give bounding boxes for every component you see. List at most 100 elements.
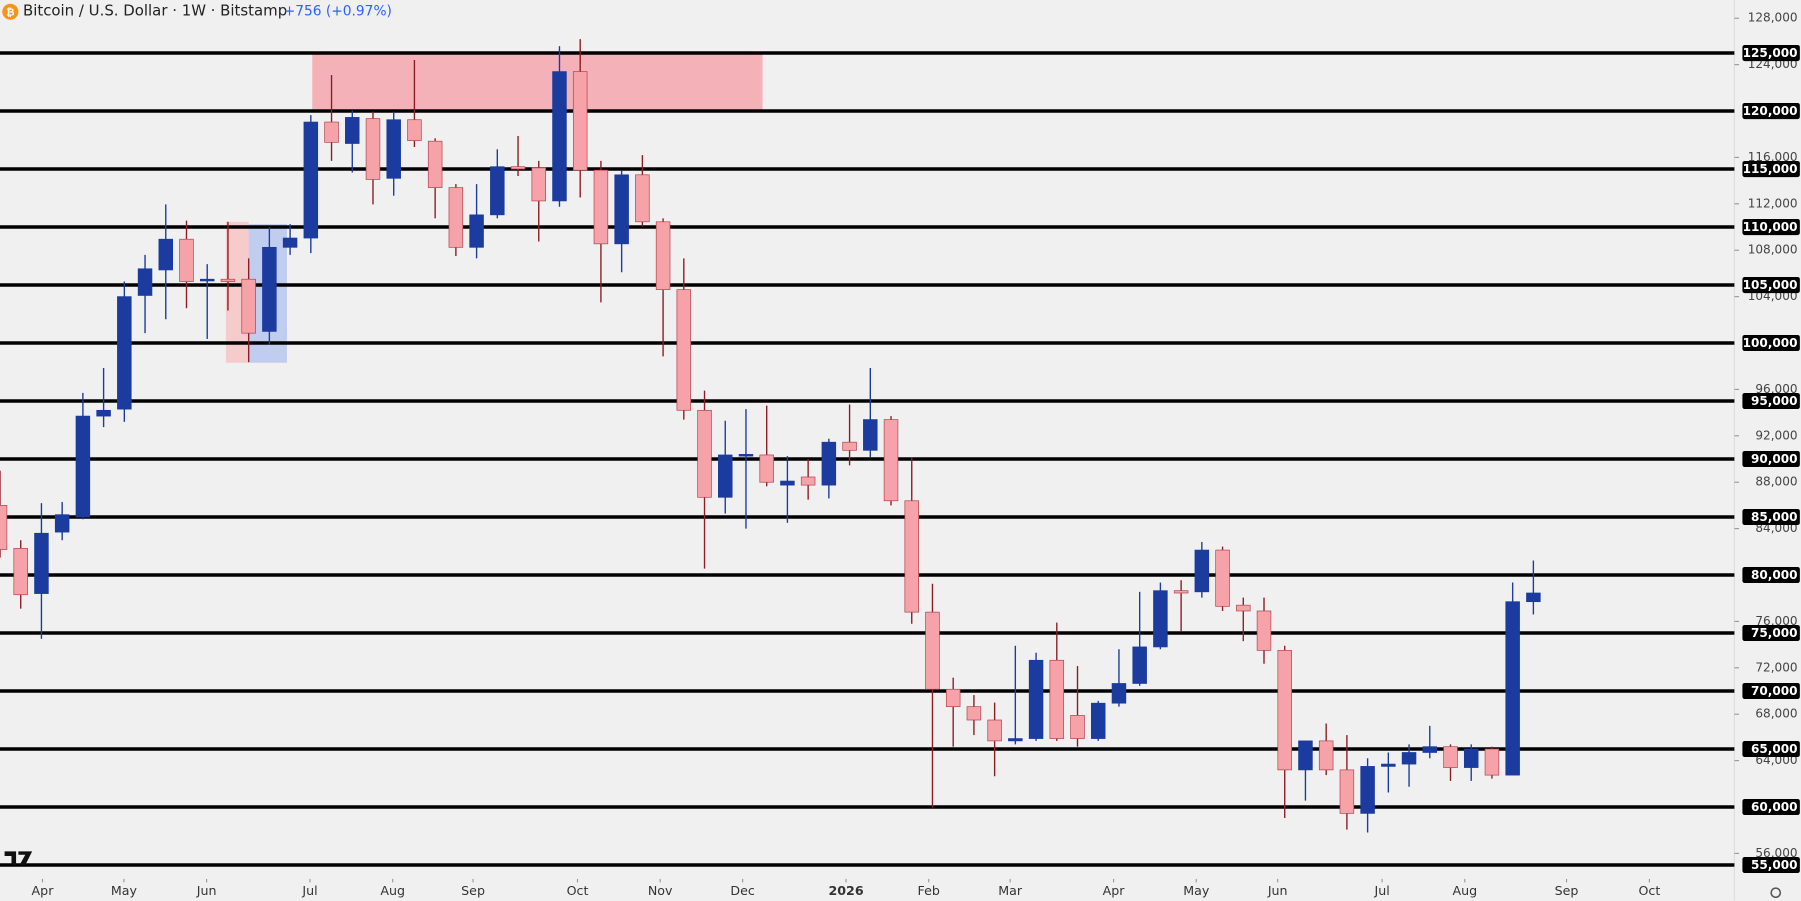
level-label-box <box>1742 566 1800 584</box>
candle-body <box>697 409 712 498</box>
y-tick-label: 128,000 <box>1748 11 1798 25</box>
candle-body <box>1008 738 1023 742</box>
level-label-box <box>1742 276 1800 294</box>
level-label-box <box>1742 218 1800 236</box>
candle-body <box>158 238 174 271</box>
level-label: 90,000 <box>1751 452 1798 466</box>
level-label-box <box>1742 44 1800 62</box>
level-label: 95,000 <box>1751 394 1798 408</box>
x-tick-label: Jul <box>301 883 317 898</box>
candle-body <box>1215 549 1230 607</box>
candle-body <box>262 246 277 332</box>
price-change: +756 (+0.97%) <box>284 4 392 20</box>
candle-body <box>1194 549 1210 593</box>
candle-body <box>345 117 360 144</box>
level-label: 125,000 <box>1743 46 1798 60</box>
zone <box>312 53 763 112</box>
candle-body <box>552 71 567 202</box>
candle-body <box>282 237 298 248</box>
candle-body <box>75 415 91 518</box>
level-label-box <box>1742 508 1800 526</box>
candle-body <box>0 505 8 550</box>
candle-body <box>780 480 795 486</box>
x-tick-label: Jun <box>196 883 217 898</box>
candle-body <box>13 547 28 596</box>
level-label: 55,000 <box>1751 858 1798 872</box>
candle-body <box>179 238 194 282</box>
candle-body <box>137 268 153 296</box>
candle-body <box>1049 659 1065 739</box>
y-tick-label: 108,000 <box>1748 243 1798 257</box>
candle-body <box>759 454 774 483</box>
level-label-box <box>1742 740 1800 758</box>
candle-body <box>676 289 692 411</box>
candle-body <box>1090 702 1106 739</box>
candle-body <box>614 174 629 245</box>
candle-body <box>1236 604 1251 612</box>
candle-body <box>199 278 215 282</box>
candle-body <box>1132 646 1147 684</box>
level-label: 60,000 <box>1751 800 1798 814</box>
candle-body <box>925 611 940 690</box>
level-label: 65,000 <box>1751 742 1798 756</box>
candle-body <box>635 174 650 223</box>
candle-body <box>1526 592 1541 603</box>
candle-body <box>572 71 588 171</box>
level-label-box <box>1742 624 1800 642</box>
candle-body <box>1298 740 1313 771</box>
candle-body <box>1111 683 1127 704</box>
x-tick-label: Nov <box>648 883 673 898</box>
settings-icon[interactable] <box>1770 887 1782 899</box>
level-label: 75,000 <box>1751 626 1798 640</box>
candle-body <box>1277 650 1292 771</box>
candle-body <box>842 441 857 451</box>
level-label-box <box>1742 682 1800 700</box>
level-label-box <box>1742 334 1800 352</box>
candle-body <box>1443 746 1458 768</box>
candle-body <box>987 719 1002 742</box>
candle-body <box>1360 766 1375 814</box>
x-tick-label: Jun <box>1267 883 1288 898</box>
candle-body <box>1256 610 1272 651</box>
x-tick-label: Aug <box>380 883 405 898</box>
candle-body <box>1505 601 1520 776</box>
candle-body <box>531 167 546 202</box>
candle-body <box>718 454 733 498</box>
symbol-title: Bitcoin / U.S. Dollar · 1W · Bitstamp <box>23 2 287 20</box>
candle-body <box>220 278 236 282</box>
candle-body <box>427 140 443 188</box>
candle-body <box>1153 590 1168 648</box>
level-label: 85,000 <box>1751 510 1798 524</box>
level-label-box <box>1742 392 1800 410</box>
level-label-box <box>1742 798 1800 816</box>
candle-body <box>1173 590 1189 594</box>
y-tick-label: 96,000 <box>1755 382 1797 396</box>
level-label: 120,000 <box>1743 104 1798 118</box>
candle-body <box>324 121 339 143</box>
level-label: 105,000 <box>1743 278 1798 292</box>
level-label: 115,000 <box>1743 162 1798 176</box>
candle-body <box>945 688 961 708</box>
y-tick-label: 116,000 <box>1748 150 1798 164</box>
level-label-box <box>1742 856 1800 874</box>
level-label: 110,000 <box>1743 220 1798 234</box>
bitcoin-icon <box>2 3 19 20</box>
y-tick-label: 88,000 <box>1755 475 1797 489</box>
candle-body <box>800 476 816 486</box>
candle-body <box>1401 752 1417 765</box>
y-tick-label: 56,000 <box>1755 846 1797 860</box>
y-tick-label: 112,000 <box>1748 196 1798 210</box>
candle-body <box>407 119 422 141</box>
candle-body <box>303 121 319 239</box>
x-tick-label: May <box>1183 883 1210 898</box>
x-tick-label: 2026 <box>828 883 863 898</box>
x-tick-label: May <box>111 883 138 898</box>
candle-body <box>490 166 505 216</box>
candle-body <box>117 296 132 410</box>
candle-body <box>448 187 464 248</box>
candle-body <box>1028 659 1044 739</box>
candle-body <box>96 409 111 417</box>
candle-body <box>904 500 919 613</box>
